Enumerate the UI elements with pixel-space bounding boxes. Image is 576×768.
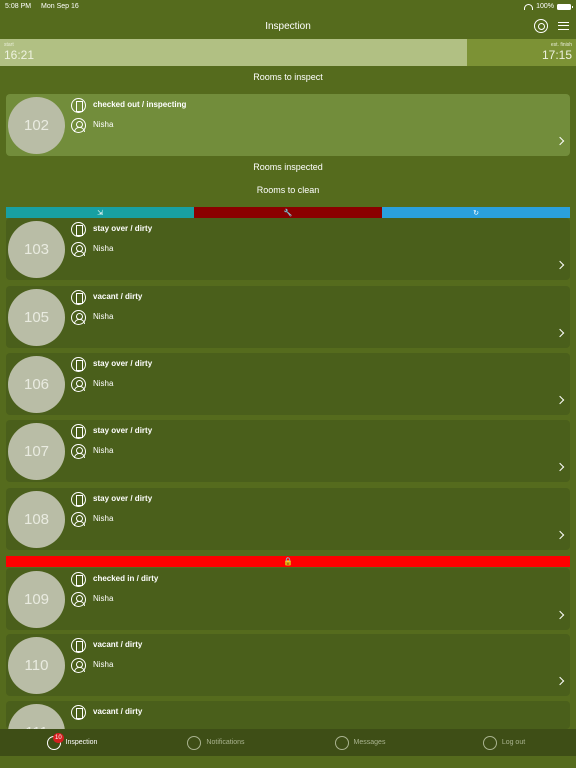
chevron-right-icon — [555, 610, 565, 620]
room-number: 102 — [8, 97, 65, 154]
tab-inspection[interactable]: Inspection 10 — [0, 729, 144, 756]
person-icon — [71, 444, 86, 459]
person-icon — [71, 658, 86, 673]
door-icon — [71, 572, 86, 587]
room-card[interactable]: 103 stay over / dirty Nisha — [6, 218, 570, 280]
room-status: stay over / dirty — [93, 494, 153, 503]
wrench-icon: 🔧 — [194, 207, 382, 218]
search-icon[interactable] — [534, 19, 548, 33]
door-icon — [71, 290, 86, 305]
room-number: 103 — [8, 221, 65, 278]
notification-badge: 10 — [53, 733, 64, 743]
chevron-right-icon — [555, 530, 565, 540]
bell-icon — [187, 735, 202, 750]
room-status: checked out / inspecting — [93, 100, 187, 109]
room-assignee: Nisha — [93, 379, 114, 388]
room-number: 110 — [8, 637, 65, 694]
menu-icon[interactable] — [558, 22, 569, 30]
room-number: 105 — [8, 289, 65, 346]
door-icon — [71, 98, 86, 113]
tab-notifications[interactable]: Notifications — [144, 729, 288, 756]
envelope-icon — [334, 735, 349, 750]
person-icon — [71, 592, 86, 607]
room-number: 107 — [8, 423, 65, 480]
battery-icon — [557, 3, 573, 10]
room-assignee: Nisha — [93, 660, 114, 669]
room-status: stay over / dirty — [93, 426, 153, 435]
tab-label: Messages — [353, 739, 386, 746]
tab-label: Inspection — [65, 739, 98, 746]
status-date: Mon Sep 16 — [41, 3, 79, 10]
room-101-status-strip: ⇲ 🔧 ↻ — [6, 207, 570, 218]
tab-bar: Inspection 10 Notifications Messages Log… — [0, 729, 576, 756]
chevron-right-icon — [555, 136, 565, 146]
room-card[interactable]: 107 stay over / dirty Nisha — [6, 420, 570, 482]
room-assignee: Nisha — [93, 312, 114, 321]
room-card[interactable]: 109 checked in / dirty Nisha — [6, 568, 570, 630]
chevron-right-icon — [555, 395, 565, 405]
door-icon — [71, 222, 86, 237]
tab-messages[interactable]: Messages — [288, 729, 432, 756]
room-card[interactable]: 110 vacant / dirty Nisha — [6, 634, 570, 696]
status-time: 5:08 PM — [5, 3, 32, 10]
room-assignee: Nisha — [93, 514, 114, 523]
section-header-inspected[interactable]: Rooms inspected — [253, 162, 323, 172]
chevron-right-icon — [555, 260, 565, 270]
door-icon — [71, 357, 86, 372]
room-status: vacant / dirty — [93, 707, 143, 716]
chevron-right-icon — [555, 676, 565, 686]
room-card[interactable]: 108 stay over / dirty Nisha — [6, 488, 570, 550]
chevron-right-icon — [555, 328, 565, 338]
room-status: stay over / dirty — [93, 224, 153, 233]
room-assignee: Nisha — [93, 120, 114, 129]
section-header-to-inspect: Rooms to inspect — [253, 72, 323, 82]
tab-label: Notifications — [206, 739, 245, 746]
status-bar: 5:08 PM Mon Sep 16 100% — [0, 0, 576, 13]
room-card[interactable]: 102 checked out / inspecting Nisha — [6, 94, 570, 156]
person-icon — [71, 242, 86, 257]
person-icon — [71, 377, 86, 392]
room-number: 109 — [8, 571, 65, 628]
start-label: start — [4, 42, 14, 48]
room-card[interactable]: 106 stay over / dirty Nisha — [6, 353, 570, 415]
logout-icon — [482, 735, 497, 750]
nav-bar: Inspection — [0, 13, 576, 39]
door-icon — [71, 424, 86, 439]
page-title: Inspection — [265, 20, 311, 32]
door-icon — [71, 705, 86, 720]
battery-percent: 100% — [536, 3, 554, 10]
door-icon — [71, 638, 86, 653]
room-assignee: Nisha — [93, 446, 114, 455]
room-number: 108 — [8, 491, 65, 548]
door-icon — [71, 492, 86, 507]
room-assignee: Nisha — [93, 594, 114, 603]
room-status: vacant / dirty — [93, 292, 143, 301]
end-label: est. finish — [550, 42, 572, 48]
person-icon — [71, 118, 86, 133]
shift-progress-bar: start 16:21 est. finish 17:15 — [0, 39, 576, 66]
chevron-right-icon — [555, 462, 565, 472]
end-time: 17:15 — [541, 48, 572, 62]
tab-label: Log out — [501, 739, 526, 746]
start-time: 16:21 — [4, 48, 35, 62]
room-card[interactable]: 105 vacant / dirty Nisha — [6, 286, 570, 348]
room-card[interactable]: 111vacant / dirty — [6, 701, 570, 761]
room-status: vacant / dirty — [93, 640, 143, 649]
person-icon — [71, 310, 86, 325]
room-status: stay over / dirty — [93, 359, 153, 368]
room-status: checked in / dirty — [93, 574, 159, 583]
alert-bar: 🔒 — [6, 556, 570, 567]
wifi-icon — [524, 3, 534, 10]
bottom-strip — [0, 756, 576, 768]
room-number: 106 — [8, 356, 65, 413]
refresh-icon: ↻ — [382, 207, 570, 218]
room-assignee: Nisha — [93, 244, 114, 253]
progress-fill — [0, 39, 467, 66]
tab-logout[interactable]: Log out — [432, 729, 576, 756]
person-icon — [71, 512, 86, 527]
section-header-to-clean[interactable]: Rooms to clean — [256, 185, 320, 195]
lock-icon: 🔒 — [283, 557, 293, 566]
checkin-icon: ⇲ — [6, 207, 194, 218]
